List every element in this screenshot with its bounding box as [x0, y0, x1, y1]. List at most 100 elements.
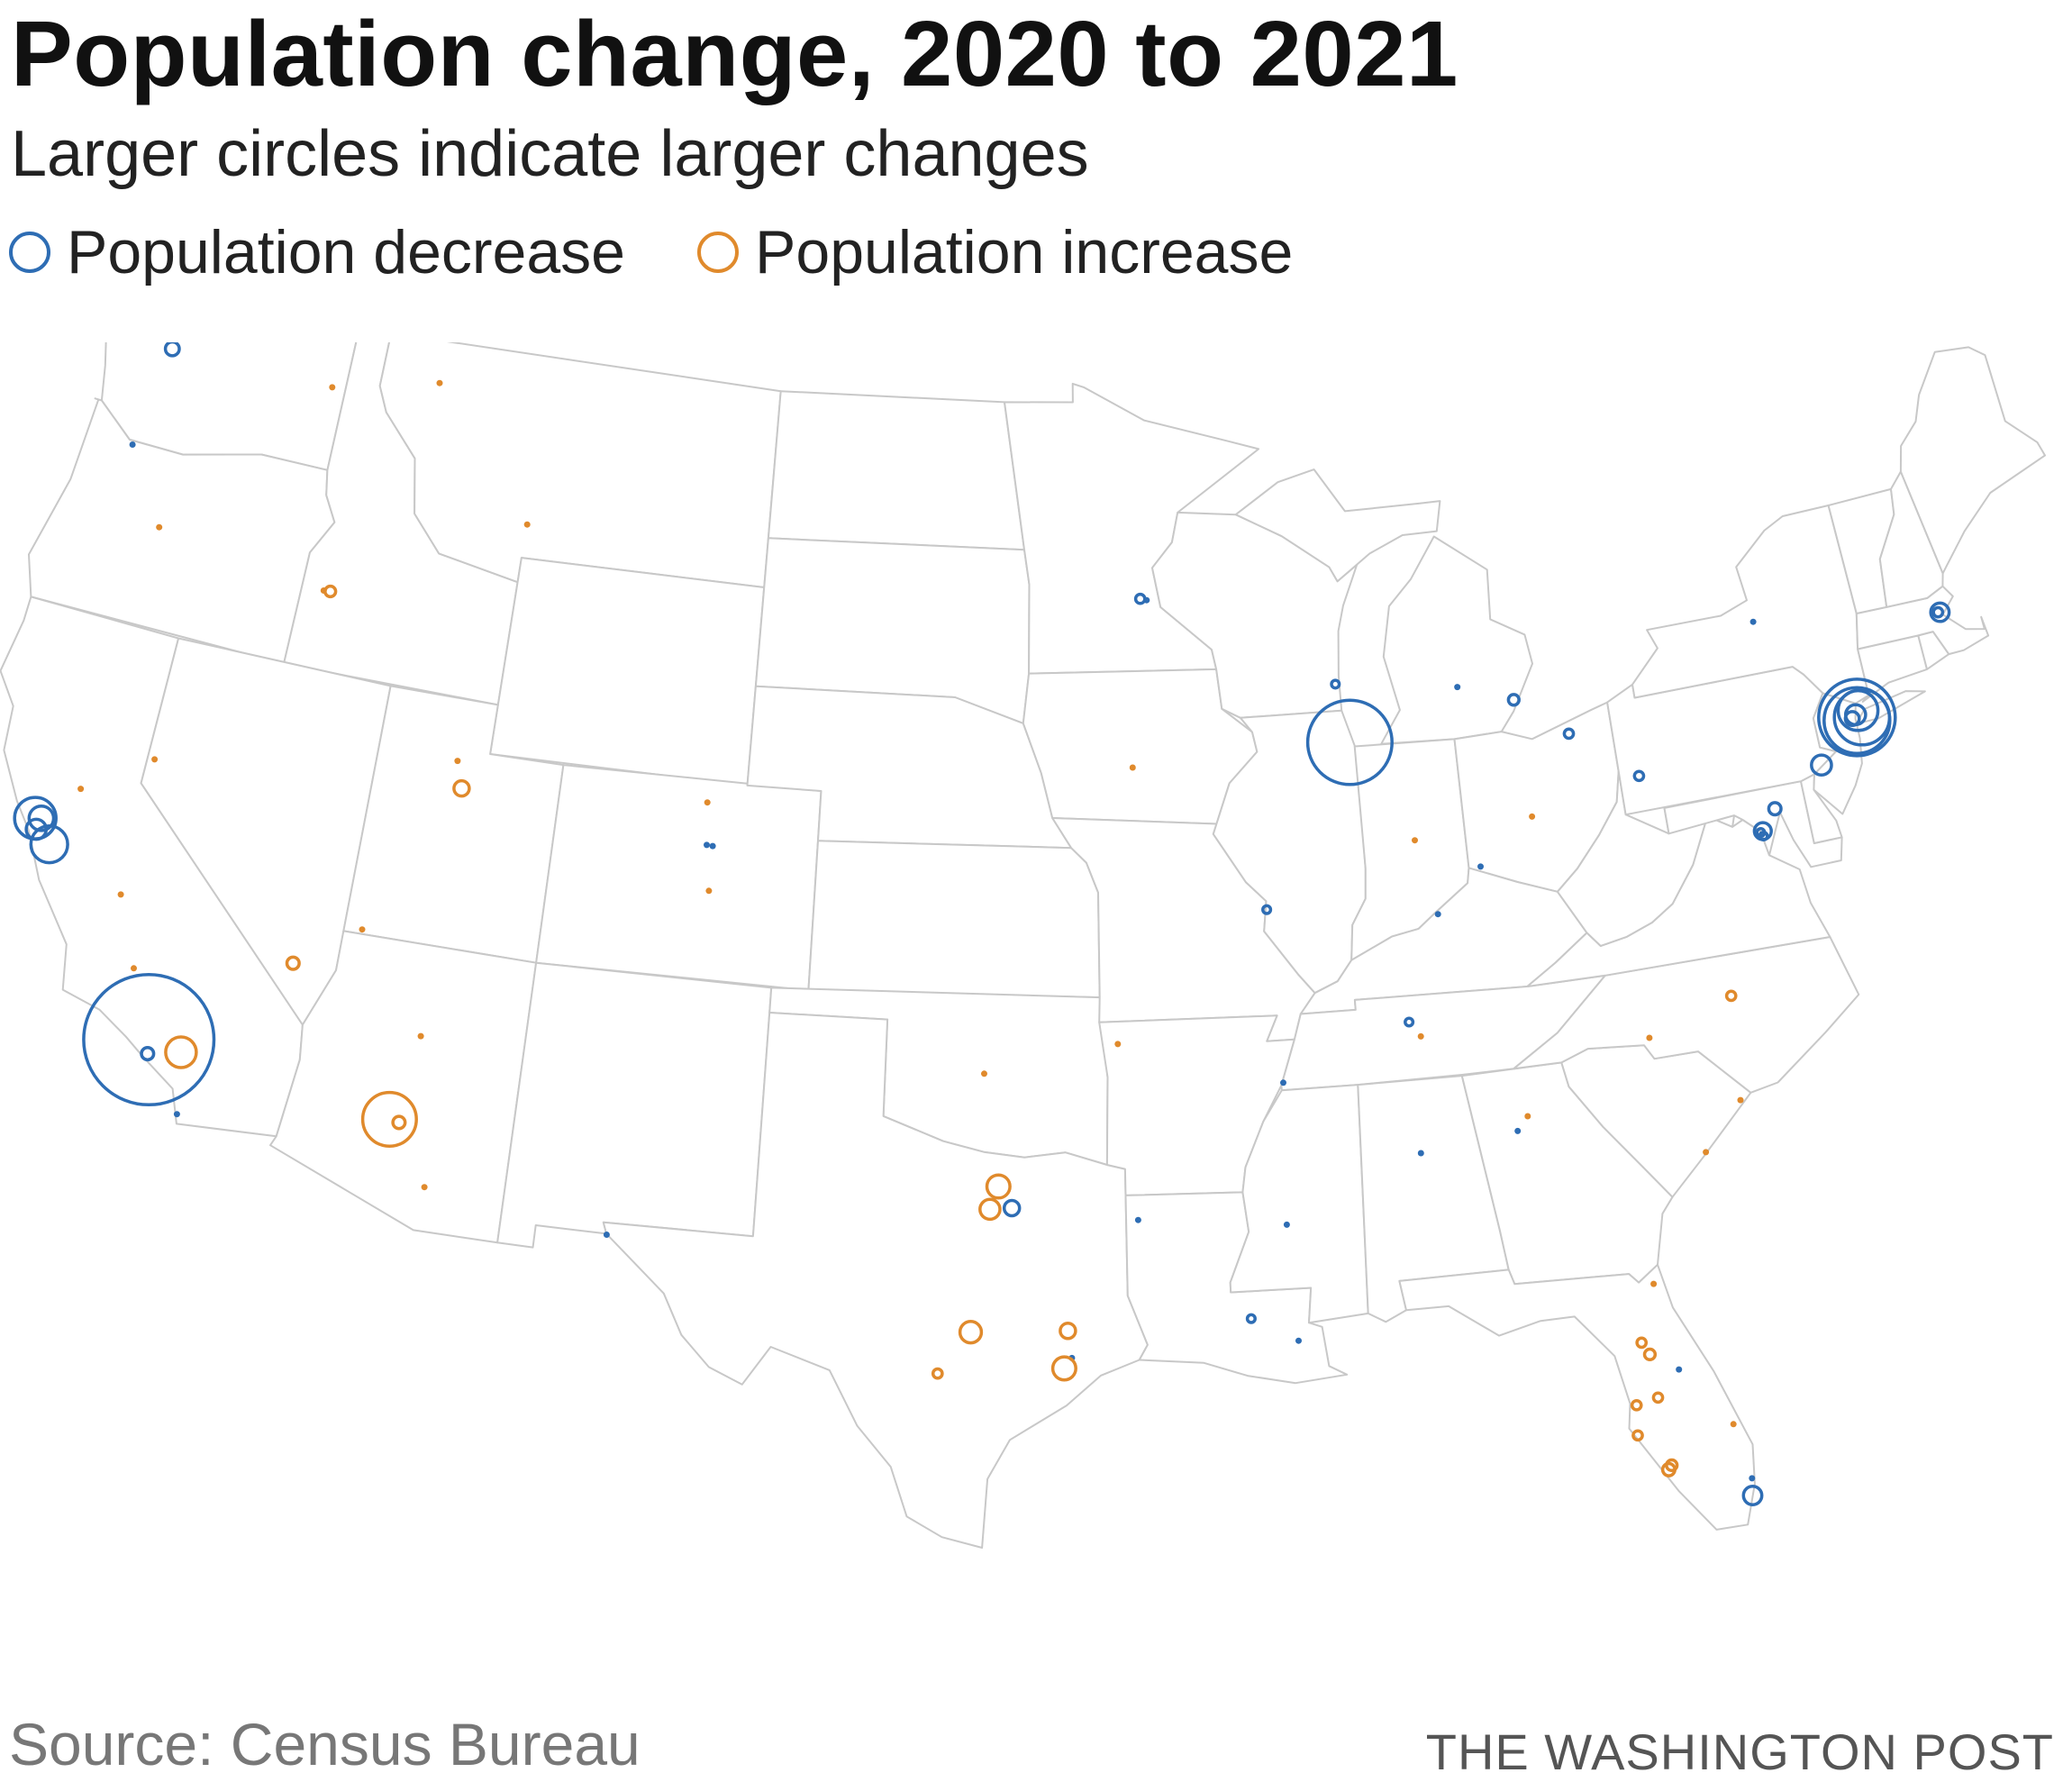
state-ms: [1229, 1084, 1369, 1324]
population-circles: [13, 342, 1951, 1506]
circle-increase-bakersfield: [131, 965, 137, 972]
legend-item-decrease: Population decrease: [9, 217, 625, 287]
circle-increase-san-antonio: [931, 1367, 944, 1380]
circle-increase-lakeland: [1651, 1391, 1665, 1405]
circle-increase-raleigh: [1724, 989, 1738, 1003]
circle-increase-jacksonville: [1650, 1280, 1658, 1287]
circle-increase-bend: [156, 523, 163, 531]
circle-decrease-portland: [129, 441, 136, 448]
circle-decrease-louisville: [1434, 911, 1441, 918]
circle-decrease-syracuse: [1749, 618, 1757, 625]
circle-decrease-detroit: [1506, 693, 1521, 707]
state-ny: [1631, 505, 1870, 705]
circle-decrease-oakland: [27, 804, 56, 832]
circle-increase-bozeman: [523, 521, 531, 528]
circle-decrease-pittsburgh: [1632, 769, 1646, 783]
circle-decrease-alexandria: [1758, 830, 1769, 842]
circle-increase-houston-suburbs: [1050, 1355, 1077, 1382]
circle-decrease-boston: [1929, 601, 1951, 623]
circle-increase-charlotte: [1646, 1034, 1653, 1041]
circle-increase-kalispell: [436, 379, 443, 386]
state-me: [1899, 346, 2046, 575]
circle-decrease-seattle: [163, 342, 181, 358]
circle-decrease-birmingham: [1417, 1150, 1424, 1157]
circle-decrease-milwaukee: [1330, 678, 1341, 690]
circle-decrease-shreveport: [1134, 1216, 1141, 1223]
circle-increase-spokane: [329, 384, 336, 391]
circle-increase-myrtle-beach: [1737, 1096, 1744, 1104]
circle-increase-flagstaff: [417, 1032, 424, 1040]
circle-decrease-long-beach: [140, 1046, 156, 1062]
circle-increase-fort-worth: [978, 1197, 1002, 1222]
circle-increase-charleston-sc: [1703, 1149, 1710, 1156]
circle-increase-atlanta-suburbs: [1524, 1113, 1531, 1120]
circle-decrease-cincinnati: [1477, 863, 1484, 870]
circle-decrease-fort-lauderdale: [1749, 1475, 1756, 1482]
circle-increase-denton: [985, 1173, 1012, 1200]
state-nm: [496, 961, 773, 1249]
circle-decrease-denver: [704, 841, 710, 849]
circle-increase-salt-lake-city: [454, 758, 461, 765]
circle-decrease-cleveland: [1562, 727, 1576, 741]
state-fl: [1398, 1263, 1756, 1531]
circle-decrease-jackson: [1283, 1221, 1290, 1228]
circle-decrease-philadelphia: [1810, 753, 1833, 777]
circle-increase-columbus: [1529, 813, 1536, 820]
circle-decrease-aurora: [709, 842, 716, 850]
state-miu: [1234, 468, 1441, 583]
circle-increase-colorado-springs: [705, 887, 713, 895]
page-subtitle: Larger circles indicate larger changes: [11, 118, 1089, 190]
circle-increase-cape-coral: [1660, 1461, 1677, 1477]
circle-increase-indianapolis: [1412, 837, 1418, 844]
circle-decrease-dallas: [1002, 1198, 1022, 1218]
circle-decrease-miami: [1741, 1485, 1764, 1506]
decrease-circle-icon: [9, 232, 50, 273]
source-note: Source: Census Bureau: [9, 1711, 641, 1777]
circle-decrease-orlando: [1676, 1366, 1683, 1373]
circle-decrease-baltimore: [1767, 801, 1783, 817]
circle-increase-meridian: [320, 587, 327, 594]
state-borders: [0, 342, 2046, 1549]
circle-decrease-new-york: [1817, 677, 1897, 758]
circle-increase-tampa: [1630, 1398, 1643, 1412]
circle-decrease-new-orleans: [1295, 1337, 1302, 1344]
page-title: Population change, 2020 to 2021: [11, 2, 1459, 105]
circle-increase-fort-collins: [704, 799, 711, 806]
circle-increase-the-villages: [1642, 1347, 1658, 1362]
circle-increase-austin: [958, 1320, 984, 1345]
increase-circle-icon: [697, 232, 740, 273]
circle-increase-nashville-suburbs: [1417, 1032, 1424, 1040]
circle-decrease-jersey-city: [1843, 710, 1861, 728]
circle-increase-provo: [452, 778, 471, 798]
state-co: [535, 764, 822, 992]
state-mt: [378, 342, 782, 588]
circle-decrease-st-louis: [1261, 904, 1273, 915]
state-tx: [602, 1012, 1149, 1549]
circle-increase-sarasota: [1631, 1429, 1644, 1442]
state-mi: [1380, 535, 1533, 745]
circle-decrease-los-angeles: [82, 972, 216, 1107]
circle-decrease-san-jose: [29, 824, 69, 865]
legend-item-increase: Population increase: [697, 217, 1293, 287]
circle-increase-oklahoma-city: [981, 1070, 987, 1077]
legend-label-increase: Population increase: [755, 218, 1294, 286]
circle-increase-mesa: [391, 1114, 407, 1131]
circle-decrease-san-diego: [173, 1111, 180, 1118]
circle-increase-des-moines: [1129, 764, 1136, 771]
circle-increase-las-vegas: [285, 955, 301, 971]
circle-increase-phoenix: [360, 1090, 418, 1148]
circle-increase-tucson: [421, 1184, 428, 1191]
state-nd: [767, 390, 1025, 551]
circle-decrease-atlanta: [1514, 1127, 1522, 1134]
circle-decrease-nashville: [1404, 1016, 1415, 1028]
us-map: [0, 342, 2046, 1549]
circle-increase-port-st-lucie: [1730, 1421, 1737, 1428]
circle-increase-reno: [151, 756, 159, 763]
publisher-credit: THE WASHINGTON POST: [1425, 1723, 2054, 1780]
circle-increase-conroe: [1059, 1321, 1077, 1341]
circle-increase-fresno: [117, 891, 124, 898]
circle-increase-sacramento: [77, 786, 85, 793]
state-wy: [489, 557, 766, 786]
state-ks: [807, 840, 1101, 999]
circle-decrease-chicago: [1305, 698, 1394, 786]
